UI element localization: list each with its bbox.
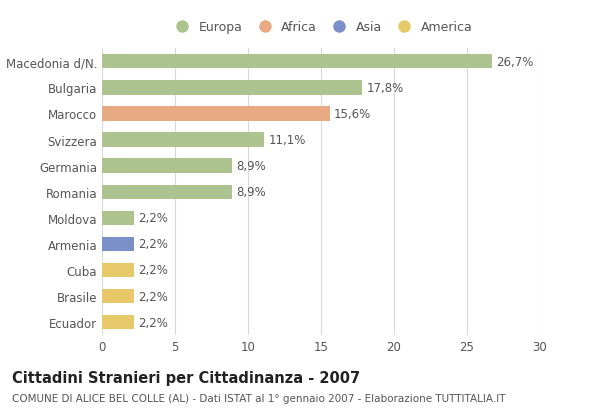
Text: 15,6%: 15,6%: [334, 108, 371, 121]
Bar: [102, 107, 330, 121]
Bar: [102, 185, 232, 199]
Bar: [102, 159, 232, 173]
Text: 2,2%: 2,2%: [139, 238, 169, 251]
Legend: Europa, Africa, Asia, America: Europa, Africa, Asia, America: [170, 21, 472, 34]
Text: 2,2%: 2,2%: [139, 316, 169, 329]
Bar: [102, 263, 134, 277]
Bar: [102, 237, 134, 252]
Text: 2,2%: 2,2%: [139, 264, 169, 277]
Text: 17,8%: 17,8%: [366, 82, 404, 94]
Bar: [102, 81, 362, 95]
Text: Cittadini Stranieri per Cittadinanza - 2007: Cittadini Stranieri per Cittadinanza - 2…: [12, 370, 360, 385]
Bar: [102, 211, 134, 225]
Text: COMUNE DI ALICE BEL COLLE (AL) - Dati ISTAT al 1° gennaio 2007 - Elaborazione TU: COMUNE DI ALICE BEL COLLE (AL) - Dati IS…: [12, 393, 505, 403]
Bar: [102, 55, 492, 69]
Text: 2,2%: 2,2%: [139, 212, 169, 225]
Text: 8,9%: 8,9%: [236, 160, 266, 173]
Bar: [102, 315, 134, 330]
Text: 11,1%: 11,1%: [268, 134, 306, 147]
Bar: [102, 289, 134, 303]
Bar: [102, 133, 264, 147]
Text: 8,9%: 8,9%: [236, 186, 266, 199]
Text: 26,7%: 26,7%: [496, 56, 533, 69]
Text: 2,2%: 2,2%: [139, 290, 169, 303]
